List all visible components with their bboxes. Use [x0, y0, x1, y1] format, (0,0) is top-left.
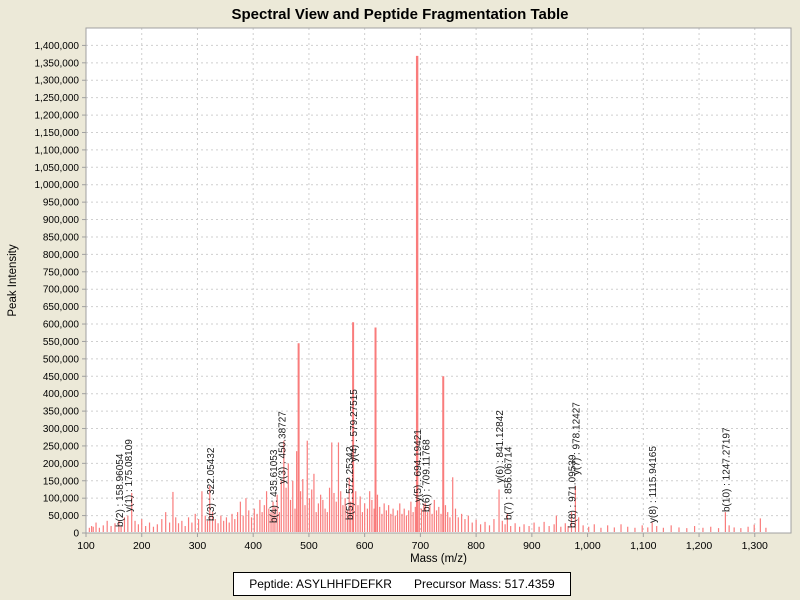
x-tick-label: 200	[133, 540, 151, 552]
x-tick-label: 900	[523, 540, 541, 552]
y-tick-label: 400,000	[43, 389, 80, 400]
y-axis-title: Peak Intensity	[7, 244, 19, 316]
y-tick-label: 300,000	[43, 424, 80, 435]
fragment-annotation: b(8) : 971.09539	[567, 454, 578, 528]
y-tick-label: 1,300,000	[35, 76, 80, 87]
spectrum-peaks	[88, 55, 767, 532]
fragment-annotation: b(10) : 1247.27197	[721, 427, 732, 512]
y-tick-label: 250,000	[43, 441, 80, 452]
fragment-annotation: y(5) : 694.19421	[413, 429, 424, 502]
fragment-annotation: y(3) : 450.38727	[277, 411, 288, 484]
precursor-mass-label: Precursor Mass: 517.4359	[413, 577, 555, 591]
x-tick-label: 1,000	[574, 540, 600, 552]
x-tick-label: 600	[356, 540, 374, 552]
fragment-annotation: y(6) : 841.12842	[495, 410, 506, 483]
x-axis-title: Mass (m/z)	[410, 553, 467, 565]
fragment-annotation: b(6) : 709.11768	[421, 439, 432, 512]
peptide-info-box: Peptide: ASYLHHFDEFKR Precursor Mass: 51…	[233, 572, 571, 596]
fragment-annotation: y(1) : 175.08109	[124, 439, 135, 512]
x-tick-label: 500	[300, 540, 318, 552]
x-tick-label: 1,200	[686, 540, 712, 552]
y-tick-label: 100,000	[43, 494, 80, 505]
x-tick-label: 300	[189, 540, 207, 552]
y-tick-label: 200,000	[43, 459, 80, 470]
fragment-annotation: y(7) : 978.12427	[571, 402, 582, 475]
fragment-annotation: b(4) : 435.61053	[269, 449, 280, 523]
y-tick-label: 50,000	[48, 511, 79, 522]
y-tick-label: 700,000	[43, 285, 80, 296]
fragment-annotation: b(5) : 572.25342	[345, 446, 356, 520]
y-tick-label: 1,400,000	[35, 41, 80, 52]
fragment-annotation: y(8) : 1115.94165	[648, 446, 659, 523]
x-tick-label: 1,300	[742, 540, 768, 552]
x-axis: 100 200 300 400 500 600 700 800 900 1,000 1,100 1,2…	[77, 533, 768, 552]
fragment-annotation: b(2) : 158.96054	[115, 453, 126, 527]
x-tick-label: 100	[77, 540, 95, 552]
y-tick-label: 1,200,000	[35, 111, 80, 122]
page-title: Spectral View and Peptide Fragmentation …	[231, 6, 569, 23]
y-tick-label: 500,000	[43, 354, 80, 365]
y-tick-label: 900,000	[43, 215, 80, 226]
y-tick-label: 950,000	[43, 198, 80, 209]
y-tick-label: 800,000	[43, 250, 80, 261]
gridlines	[86, 28, 791, 533]
y-tick-label: 1,100,000	[35, 145, 80, 156]
y-tick-label: 0	[73, 529, 79, 540]
y-tick-label: 1,350,000	[35, 58, 80, 69]
peptide-label: Peptide: ASYLHHFDEFKR	[249, 577, 392, 591]
y-tick-label: 600,000	[43, 320, 80, 331]
fragment-annotation: b(3) : 322.05432	[206, 447, 217, 521]
y-tick-label: 450,000	[43, 372, 80, 383]
y-tick-label: 150,000	[43, 476, 80, 487]
fragment-annotation: b(7) : 856.06714	[503, 446, 514, 520]
x-tick-label: 1,100	[630, 540, 656, 552]
fragment-annotation: y(4) : 579.27515	[349, 389, 360, 462]
y-axis: 0 50,000 100,000 150,000 200,000 250,000 300,0…	[35, 41, 86, 540]
y-tick-label: 1,000,000	[35, 180, 80, 191]
y-tick-label: 550,000	[43, 337, 80, 348]
y-tick-label: 1,050,000	[35, 163, 80, 174]
plot-frame	[85, 27, 792, 534]
x-tick-label: 800	[467, 540, 485, 552]
y-tick-label: 1,150,000	[35, 128, 80, 139]
y-tick-label: 650,000	[43, 302, 80, 313]
x-tick-label: 400	[244, 540, 262, 552]
x-tick-label: 700	[412, 540, 430, 552]
y-tick-label: 350,000	[43, 407, 80, 418]
y-tick-label: 1,250,000	[35, 93, 80, 104]
y-tick-label: 850,000	[43, 232, 80, 243]
plot-area	[86, 28, 791, 533]
y-tick-label: 750,000	[43, 267, 80, 278]
